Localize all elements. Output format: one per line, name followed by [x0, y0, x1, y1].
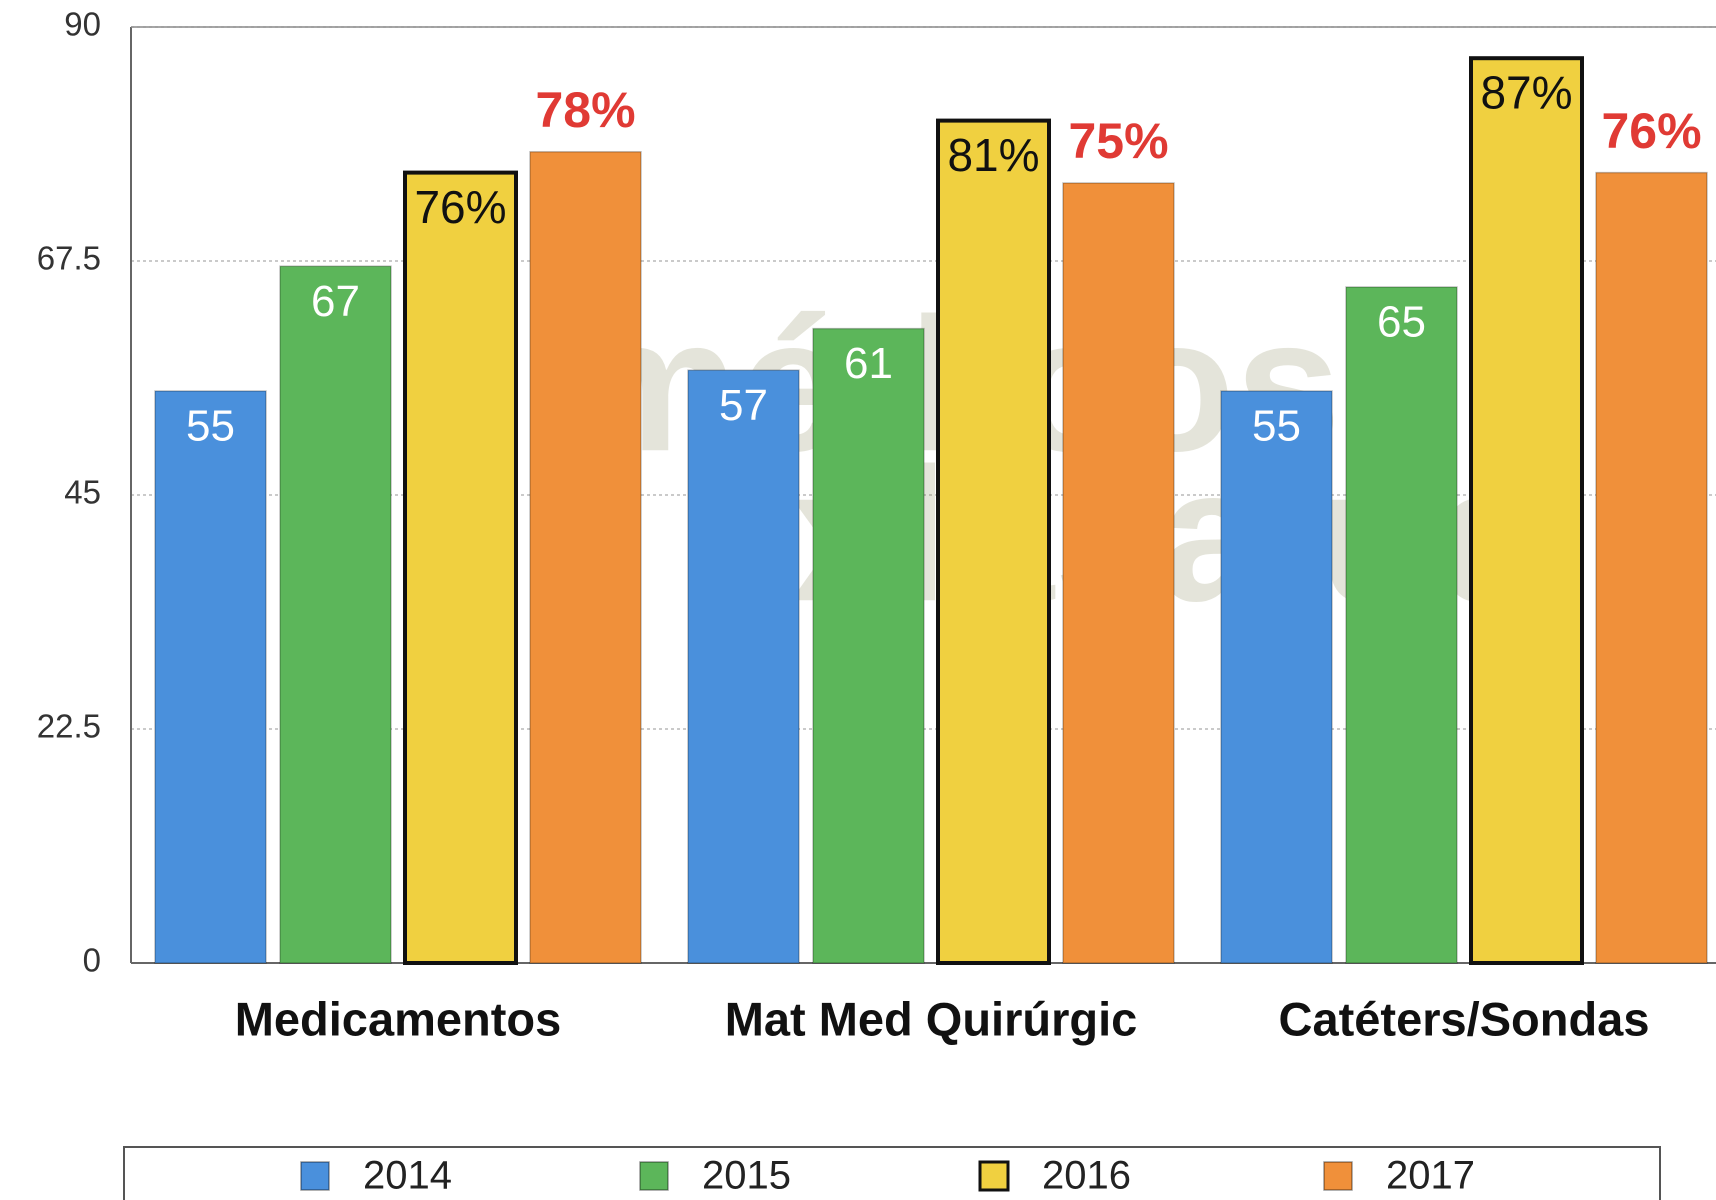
data-label: 76%: [414, 181, 506, 233]
x-tick-label: Medicamentos: [235, 992, 561, 1045]
y-tick-label: 22.5: [37, 708, 101, 745]
y-tick-label: 90: [64, 6, 101, 43]
data-label: 76%: [1601, 103, 1701, 159]
legend-swatch: [300, 1161, 330, 1191]
bar: [529, 151, 642, 964]
x-tick-label: Mat Med Quirúrgic: [725, 992, 1138, 1045]
legend-label: 2015: [702, 1154, 791, 1198]
bar: [1595, 171, 1708, 964]
data-label: 78%: [535, 82, 635, 138]
data-label: 57: [719, 381, 768, 430]
legend-box: [123, 1146, 1661, 1200]
legend-label: 2017: [1386, 1154, 1475, 1198]
y-tick-label: 0: [83, 942, 101, 979]
data-label: 65: [1377, 298, 1426, 347]
data-label: 55: [1252, 402, 1301, 451]
legend-label: 2014: [363, 1154, 452, 1198]
bar: [812, 327, 925, 964]
data-label: 81%: [947, 129, 1039, 181]
data-label: 75%: [1068, 113, 1168, 169]
y-tick-label: 45: [64, 474, 101, 511]
bar: [279, 265, 392, 964]
bar: [1469, 56, 1584, 965]
data-label: 87%: [1480, 66, 1572, 118]
legend-swatch: [1323, 1161, 1353, 1191]
legend-swatch: [639, 1161, 669, 1191]
y-tick-label: 67.5: [37, 240, 101, 277]
data-label: 55: [186, 402, 235, 451]
bar: [1220, 390, 1333, 964]
bar: [687, 369, 800, 964]
bar: [1345, 286, 1458, 964]
legend-swatch: [978, 1160, 1010, 1192]
legend-label: 2016: [1042, 1154, 1131, 1198]
bar: [403, 170, 518, 966]
bar: [154, 390, 267, 964]
data-label: 61: [844, 339, 893, 388]
bar: [936, 118, 1051, 966]
data-label: 67: [311, 277, 360, 326]
bar: [1062, 182, 1175, 964]
x-tick-label: Catéters/Sondas: [1279, 992, 1650, 1045]
